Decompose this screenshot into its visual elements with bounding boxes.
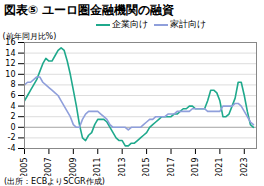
svg-text:2021: 2021 [215, 158, 224, 177]
svg-text:16: 16 [5, 38, 16, 48]
svg-text:2: 2 [10, 112, 15, 121]
svg-text:2009: 2009 [69, 158, 78, 177]
svg-text:2017: 2017 [167, 158, 176, 177]
svg-text:4: 4 [10, 102, 15, 111]
svg-text:10: 10 [5, 70, 15, 79]
html-text:図表⑤ ユーロ圏金融機関の融資: 図表⑤ ユーロ圏金融機関の融資 [4, 3, 175, 17]
svg-text:2015: 2015 [142, 158, 151, 177]
html-text:家計向け: 家計向け [170, 19, 206, 29]
svg-text:2023: 2023 [240, 158, 249, 177]
svg-text:(前年同月比%): (前年同月比%) [3, 32, 57, 41]
html-text:(出所：ECBよりSCGR作成): (出所：ECBよりSCGR作成) [4, 177, 105, 186]
svg-text:2007: 2007 [44, 158, 53, 177]
svg-text:8: 8 [10, 80, 15, 89]
svg-text:-4: -4 [8, 144, 16, 153]
svg-text:2019: 2019 [191, 158, 200, 177]
svg-text:6: 6 [10, 91, 15, 100]
svg-text:14: 14 [5, 49, 15, 58]
svg-text:-2: -2 [8, 133, 16, 142]
svg-text:0: 0 [10, 123, 15, 132]
svg-text:12: 12 [5, 59, 15, 68]
svg-text:2005: 2005 [20, 158, 29, 177]
html-text:企業向け: 企業向け [112, 19, 148, 29]
svg-text:2013: 2013 [118, 158, 127, 177]
svg-text:2011: 2011 [93, 158, 102, 177]
